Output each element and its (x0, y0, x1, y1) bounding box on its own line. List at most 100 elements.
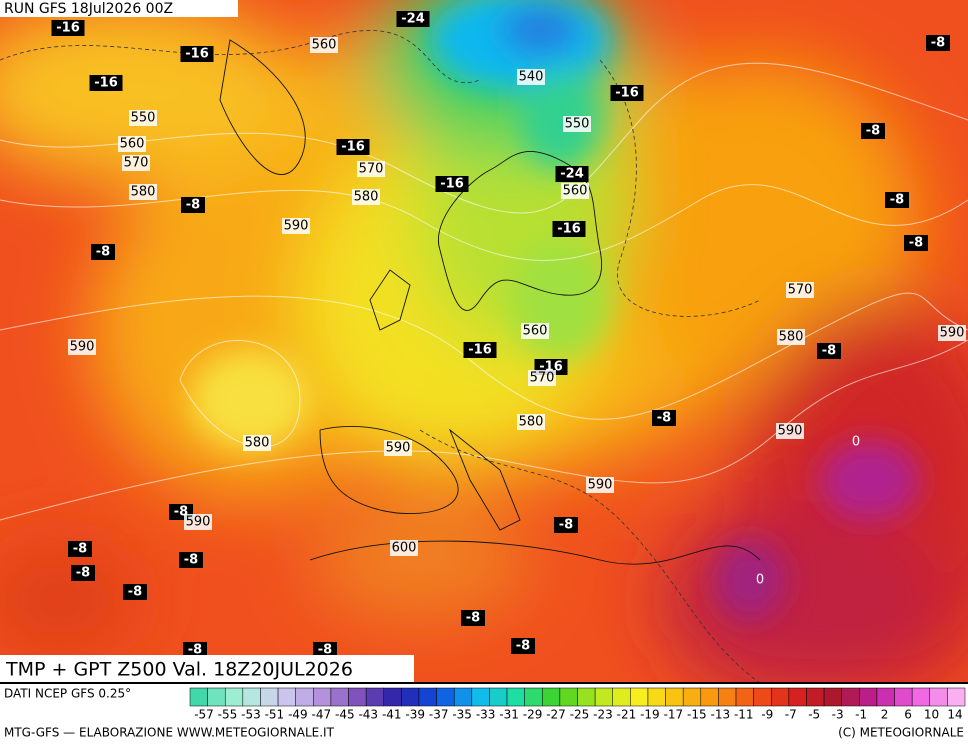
height-label-box (352, 189, 380, 205)
colorbar-swatch (894, 687, 913, 707)
height-label-box (68, 339, 96, 355)
copyright-label: (C) METEOGIORNALE (838, 726, 964, 740)
temp-label-box (554, 517, 578, 533)
colorbar-swatch (594, 687, 613, 707)
temp-label: -8 (822, 344, 836, 359)
colorbar-swatch (806, 687, 825, 707)
height-label-box (384, 440, 412, 456)
temp-label: -16 (440, 177, 464, 192)
temp-label-box (861, 123, 885, 139)
colorbar-swatch (224, 687, 244, 707)
temp-label: -8 (866, 124, 880, 139)
temp-label: -8 (96, 245, 110, 260)
temp-label-box (51, 20, 85, 36)
height-label: 570 (530, 371, 555, 386)
temp-label-box (181, 197, 205, 213)
height-label: 580 (354, 190, 379, 205)
temp-label-box (552, 221, 586, 237)
temp-label: -24 (560, 167, 584, 182)
colorbar-swatch (506, 687, 525, 707)
height-label-box (561, 183, 589, 199)
temp-label-box (463, 342, 497, 358)
height-label: 580 (245, 436, 270, 451)
height-label: 590 (588, 478, 613, 493)
colorbar-swatch (489, 687, 508, 707)
colorbar-swatch (401, 687, 420, 707)
colorbar-swatch (947, 687, 966, 707)
colorbar-swatch (823, 687, 842, 707)
colorbar-label: -7 (785, 708, 797, 722)
temp-label: -16 (615, 86, 639, 101)
height-label: 550 (565, 117, 590, 132)
height-label-box (129, 110, 157, 126)
temp-label: -16 (185, 47, 209, 62)
height-label-box (118, 136, 146, 152)
colorbar-swatch (929, 687, 948, 707)
colorbar-swatch (859, 687, 878, 707)
colorbar-swatch (665, 687, 684, 707)
height-label: 570 (359, 162, 384, 177)
map-title: TMP + GPT Z500 Val. 18Z20JUL2026 (5, 659, 353, 681)
colorbar-label: -19 (640, 708, 660, 722)
colorbar-swatch (242, 687, 261, 707)
temp-label-box (68, 541, 92, 557)
temp-label: -8 (186, 198, 200, 213)
colorbar-swatch (330, 687, 349, 707)
colorbar-swatch (630, 687, 649, 707)
temp-label-box (904, 235, 928, 251)
colorbar-label: -43 (358, 708, 378, 722)
height-label-box (521, 323, 549, 339)
temp-label: -8 (128, 585, 142, 600)
height-label: 560 (120, 137, 145, 152)
height-label-box (122, 155, 150, 171)
colorbar-label: -51 (265, 708, 285, 722)
colorbar-label: -47 (312, 708, 332, 722)
temp-label: -8 (318, 643, 332, 658)
colorbar-label: -9 (761, 708, 773, 722)
colorbar-label: -13 (711, 708, 731, 722)
height-label-box (282, 218, 310, 234)
colorbar-swatch (542, 687, 561, 707)
colorbar-swatch (471, 687, 490, 707)
temp-label: -16 (557, 222, 581, 237)
colorbar-swatch (453, 687, 473, 707)
height-label-box (777, 329, 805, 345)
height-label: 580 (131, 185, 156, 200)
height-label-box (563, 116, 591, 132)
colorbar-label: -31 (499, 708, 519, 722)
colorbar-swatch (260, 687, 279, 707)
colorbar-swatch (841, 687, 860, 707)
colorbar-swatch (559, 687, 578, 707)
colorbar-swatch (207, 687, 226, 707)
temp-label: -8 (184, 553, 198, 568)
temp-label: -8 (76, 566, 90, 581)
colorbar-label: -5 (808, 708, 820, 722)
coastlines (219, 39, 761, 565)
temp-label-box (461, 610, 485, 626)
colorbar-label: -17 (664, 708, 684, 722)
temp-label-box (123, 584, 147, 600)
temp-label: -8 (657, 411, 671, 426)
height-label-box (528, 370, 556, 386)
height-label-box (938, 325, 966, 341)
temp-label-box (817, 343, 841, 359)
height-label-box (184, 514, 212, 530)
colorbar-label: -11 (734, 708, 754, 722)
temp-label-box (885, 192, 909, 208)
temp-label-box (610, 85, 644, 101)
temp-label-box (555, 166, 589, 182)
colorbar-label: -29 (523, 708, 543, 722)
colorbar-swatch (700, 687, 719, 707)
temp-label: -8 (559, 518, 573, 533)
colorbar-label: 6 (904, 708, 912, 722)
colorbar-swatch (735, 687, 754, 707)
colorbar-label: -53 (241, 708, 261, 722)
height-label-box (517, 414, 545, 430)
colorbar-swatch (383, 687, 402, 707)
temp-label: -8 (516, 639, 530, 654)
run-box (0, 0, 238, 17)
colorbar-label: 2 (881, 708, 889, 722)
height-label-box (129, 184, 157, 200)
temp-label-box (179, 552, 203, 568)
